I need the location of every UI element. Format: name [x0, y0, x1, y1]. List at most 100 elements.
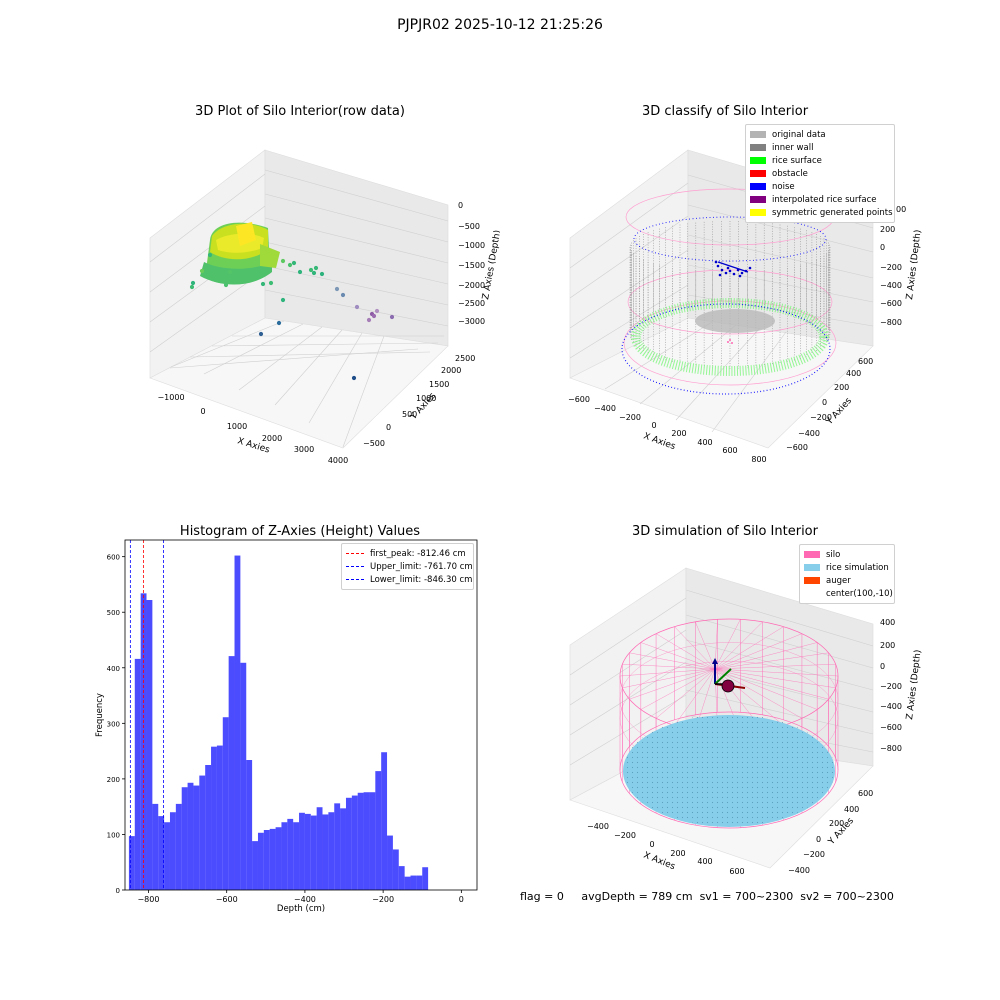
raw-data-point [207, 252, 213, 258]
histogram-y-ticks: 0 100 200 300 400 500 600 [107, 554, 125, 895]
raw-ytick-label: 1000 [416, 394, 436, 403]
histogram-ytick-label: 600 [107, 554, 120, 562]
histogram-bar [410, 875, 417, 890]
silo-roof-line [674, 668, 716, 726]
noise-ring-top [633, 216, 827, 262]
histogram-bar [357, 792, 364, 890]
legend-line-swatch [346, 566, 364, 567]
raw-ytick-label: 1500 [429, 380, 449, 389]
histogram-bar [369, 792, 376, 890]
legend-label: obstacle [772, 168, 808, 179]
histogram-bar [299, 812, 305, 890]
raw-ztick-label: 0 [458, 201, 463, 210]
legend-entry: Lower_limit: -846.30 cm [346, 573, 472, 586]
histogram-bar [281, 822, 288, 890]
silo-roof-line [655, 633, 716, 670]
legend-entry: center(100,-10) [804, 587, 893, 600]
histogram-bar [146, 600, 153, 890]
raw-data-point [311, 270, 317, 276]
raw-data-point [223, 282, 229, 288]
histogram-bar [240, 662, 247, 890]
raw-xtick-label: −1000 [157, 393, 184, 402]
raw-data-point [276, 320, 282, 326]
classify-zlabel: Z Axies (Depth) [905, 229, 924, 300]
histogram-bar [134, 658, 141, 890]
histogram-bar [263, 830, 270, 890]
raw-ztick-label: −3000 [458, 317, 485, 326]
classify-ytick-label: 200 [834, 383, 849, 392]
raw-data-point [260, 281, 266, 287]
classify-ztick-label: 00 [896, 205, 906, 214]
noise-point [726, 266, 730, 270]
raw-ytick-label: 2500 [455, 354, 475, 363]
simulation-xtick-label: −400 [587, 822, 609, 831]
noise-point [724, 271, 728, 275]
legend-label: symmetric generated points [772, 207, 893, 218]
legend-label: auger [826, 575, 851, 586]
raw-data-point [280, 297, 286, 303]
symmetric-point [727, 341, 729, 343]
histogram-ytick-label: 500 [107, 609, 120, 617]
histogram-bar [205, 765, 212, 890]
raw-xtick-label: 1000 [227, 422, 247, 431]
raw-data-point [334, 286, 340, 292]
classify-ytick-label: 0 [822, 398, 827, 407]
legend-swatch [804, 577, 820, 584]
silo-roof-line [695, 621, 716, 670]
histogram-bar [334, 803, 341, 890]
legend-swatch [804, 564, 820, 571]
raw-data-point [313, 265, 319, 271]
silo-roof-line [714, 652, 829, 670]
raw-xtick-label: 2000 [262, 434, 282, 443]
rice-surface-band [631, 298, 829, 376]
silo-roof-line [714, 668, 839, 677]
noise-point [732, 272, 736, 276]
raw-axes-panes [149, 149, 449, 449]
noise-point [718, 273, 722, 277]
classify-xtick-label: −400 [594, 404, 616, 413]
legend-swatch [750, 170, 766, 177]
histogram-ytick-label: 200 [107, 776, 120, 784]
histogram-ytick-label: 100 [107, 831, 120, 839]
simulation-ytick-label: 0 [816, 835, 821, 844]
histogram-bar [363, 792, 370, 890]
histogram-title: Histogram of Z-Axies (Height) Values [179, 524, 421, 539]
histogram-xtick-label: −800 [137, 895, 159, 904]
classify-tick-labels: −600−400−2000200400600800−600−400−200020… [568, 205, 906, 464]
histogram-bar [287, 818, 294, 890]
raw-tick-labels: −100001000200030004000−50005001000150020… [157, 201, 485, 465]
classify-xtick-label: 600 [722, 446, 737, 455]
histogram-bar [398, 866, 405, 890]
raw-data-point [297, 269, 303, 275]
silo-roof-line [629, 668, 716, 700]
simulation-ytick-label: 200 [829, 819, 844, 828]
raw-data-point [308, 267, 314, 273]
legend-swatch [804, 551, 820, 558]
raw-data-point [268, 280, 274, 286]
legend-swatch [750, 209, 766, 216]
histogram-bar [345, 797, 352, 890]
raw-gridlines [149, 169, 449, 448]
legend-swatch [750, 144, 766, 151]
legend-label: silo [826, 549, 841, 560]
histogram-bar [422, 867, 429, 890]
raw-ztick-label: −1500 [458, 261, 485, 270]
histogram-ytick-label: 400 [107, 665, 120, 673]
histogram-bar [351, 795, 358, 890]
noise-point [748, 266, 752, 270]
legend-swatch [750, 131, 766, 138]
legend-entry: rice simulation [804, 561, 889, 574]
classify-ytick-label: −200 [810, 413, 832, 422]
classify-xtick-label: 200 [671, 429, 686, 438]
histogram-bar [181, 787, 188, 890]
silo-roof-line [619, 668, 716, 677]
histogram-bar [175, 803, 182, 890]
legend-entry: interpolated rice surface [750, 193, 889, 206]
symmetric-point [729, 339, 731, 341]
legend-label: inner wall [772, 142, 814, 153]
raw-ytick-label: 0 [386, 423, 391, 432]
simulation-ytick-label: 400 [844, 805, 859, 814]
simulation-xtick-label: −200 [614, 831, 636, 840]
silo-roof-line [655, 668, 716, 719]
